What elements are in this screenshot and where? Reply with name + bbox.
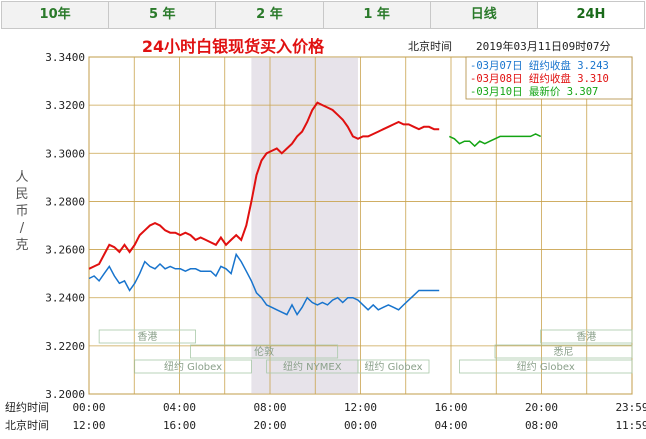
x-tick-label-beijing: 04:00 (434, 419, 467, 432)
x-tick-label: 16:00 (434, 401, 467, 414)
y-tick-label: 3.2000 (45, 388, 85, 401)
market-session-bar (190, 344, 339, 359)
x-tick-label-beijing: 20:00 (253, 419, 286, 432)
y-tick-label: 3.3000 (45, 147, 85, 160)
x-tick-label: 08:00 (253, 401, 286, 414)
x-tick-label: 00:00 (72, 401, 105, 414)
legend-box (465, 56, 633, 100)
x-axis-row2-label: 北京时间 (5, 418, 49, 432)
x-tick-label-beijing: 00:00 (344, 419, 377, 432)
series-line-0 (88, 252, 440, 317)
timestamp: 2019年03月11日09时07分 (476, 39, 610, 53)
legend-entry: -03月10日 最新价 3.307 (470, 85, 598, 98)
tab-24h[interactable]: 24H (537, 2, 645, 28)
market-session-bar (134, 359, 252, 374)
x-tick-label: 12:00 (344, 401, 377, 414)
market-session-label: 纽约 Globex (364, 360, 422, 373)
y-axis-label: 人民币/克 (15, 170, 28, 253)
period-tabs: 10年 5 年 2 年 1 年 日线 24H (1, 1, 645, 29)
tab-1-year[interactable]: 1 年 (324, 2, 431, 28)
legend-entry: -03月07日 纽约收盘 3.243 (470, 59, 609, 72)
series-line-1 (88, 101, 440, 270)
x-tick-label: 20:00 (525, 401, 558, 414)
tab-5-year[interactable]: 5 年 (109, 2, 217, 28)
x-tick-label: 04:00 (163, 401, 196, 414)
market-session-label: 悉尼 (553, 346, 573, 358)
market-session-label: 纽约 NYMEX (283, 360, 342, 373)
y-tick-label: 3.3400 (45, 51, 85, 64)
y-tick-label: 3.3200 (45, 99, 85, 112)
x-axis-row1-label: 纽约时间 (5, 400, 49, 414)
series-line-2 (448, 133, 542, 148)
market-session-bar (357, 359, 430, 374)
timestamp-label: 北京时间 (408, 39, 452, 53)
market-session-bar (98, 329, 196, 344)
y-tick-label: 3.2800 (45, 195, 85, 208)
y-tick-label: 3.2200 (45, 340, 85, 353)
x-tick-label: 23:59 (615, 401, 646, 414)
x-tick-label-beijing: 08:00 (525, 419, 558, 432)
market-session-label: 香港 (137, 331, 157, 343)
tab-daily[interactable]: 日线 (431, 2, 538, 28)
legend: -03月07日 纽约收盘 3.243-03月08日 纽约收盘 3.310-03月… (465, 56, 633, 100)
market-session-label: 伦敦 (254, 345, 274, 358)
x-tick-label-beijing: 12:00 (72, 419, 105, 432)
nymex-session-band (251, 57, 358, 394)
tab-10-year[interactable]: 10年 (2, 2, 110, 28)
x-tick-label-beijing: 11:59 (615, 419, 646, 432)
y-tick-label: 3.2400 (45, 292, 85, 305)
x-tick-label-beijing: 16:00 (163, 419, 196, 432)
market-session-label: 纽约 Globex (517, 360, 575, 373)
chart-title: 24小时白银现货买入价格 (142, 37, 325, 56)
market-session-label: 香港 (576, 331, 596, 343)
market-session-bar (540, 329, 633, 344)
market-session-bar (459, 359, 633, 374)
y-tick-label: 3.2600 (45, 244, 85, 257)
market-session-bar (494, 344, 633, 359)
tab-2-year[interactable]: 2 年 (216, 2, 324, 28)
legend-entry: -03月08日 纽约收盘 3.310 (470, 72, 609, 85)
market-session-label: 纽约 Globex (164, 360, 222, 373)
